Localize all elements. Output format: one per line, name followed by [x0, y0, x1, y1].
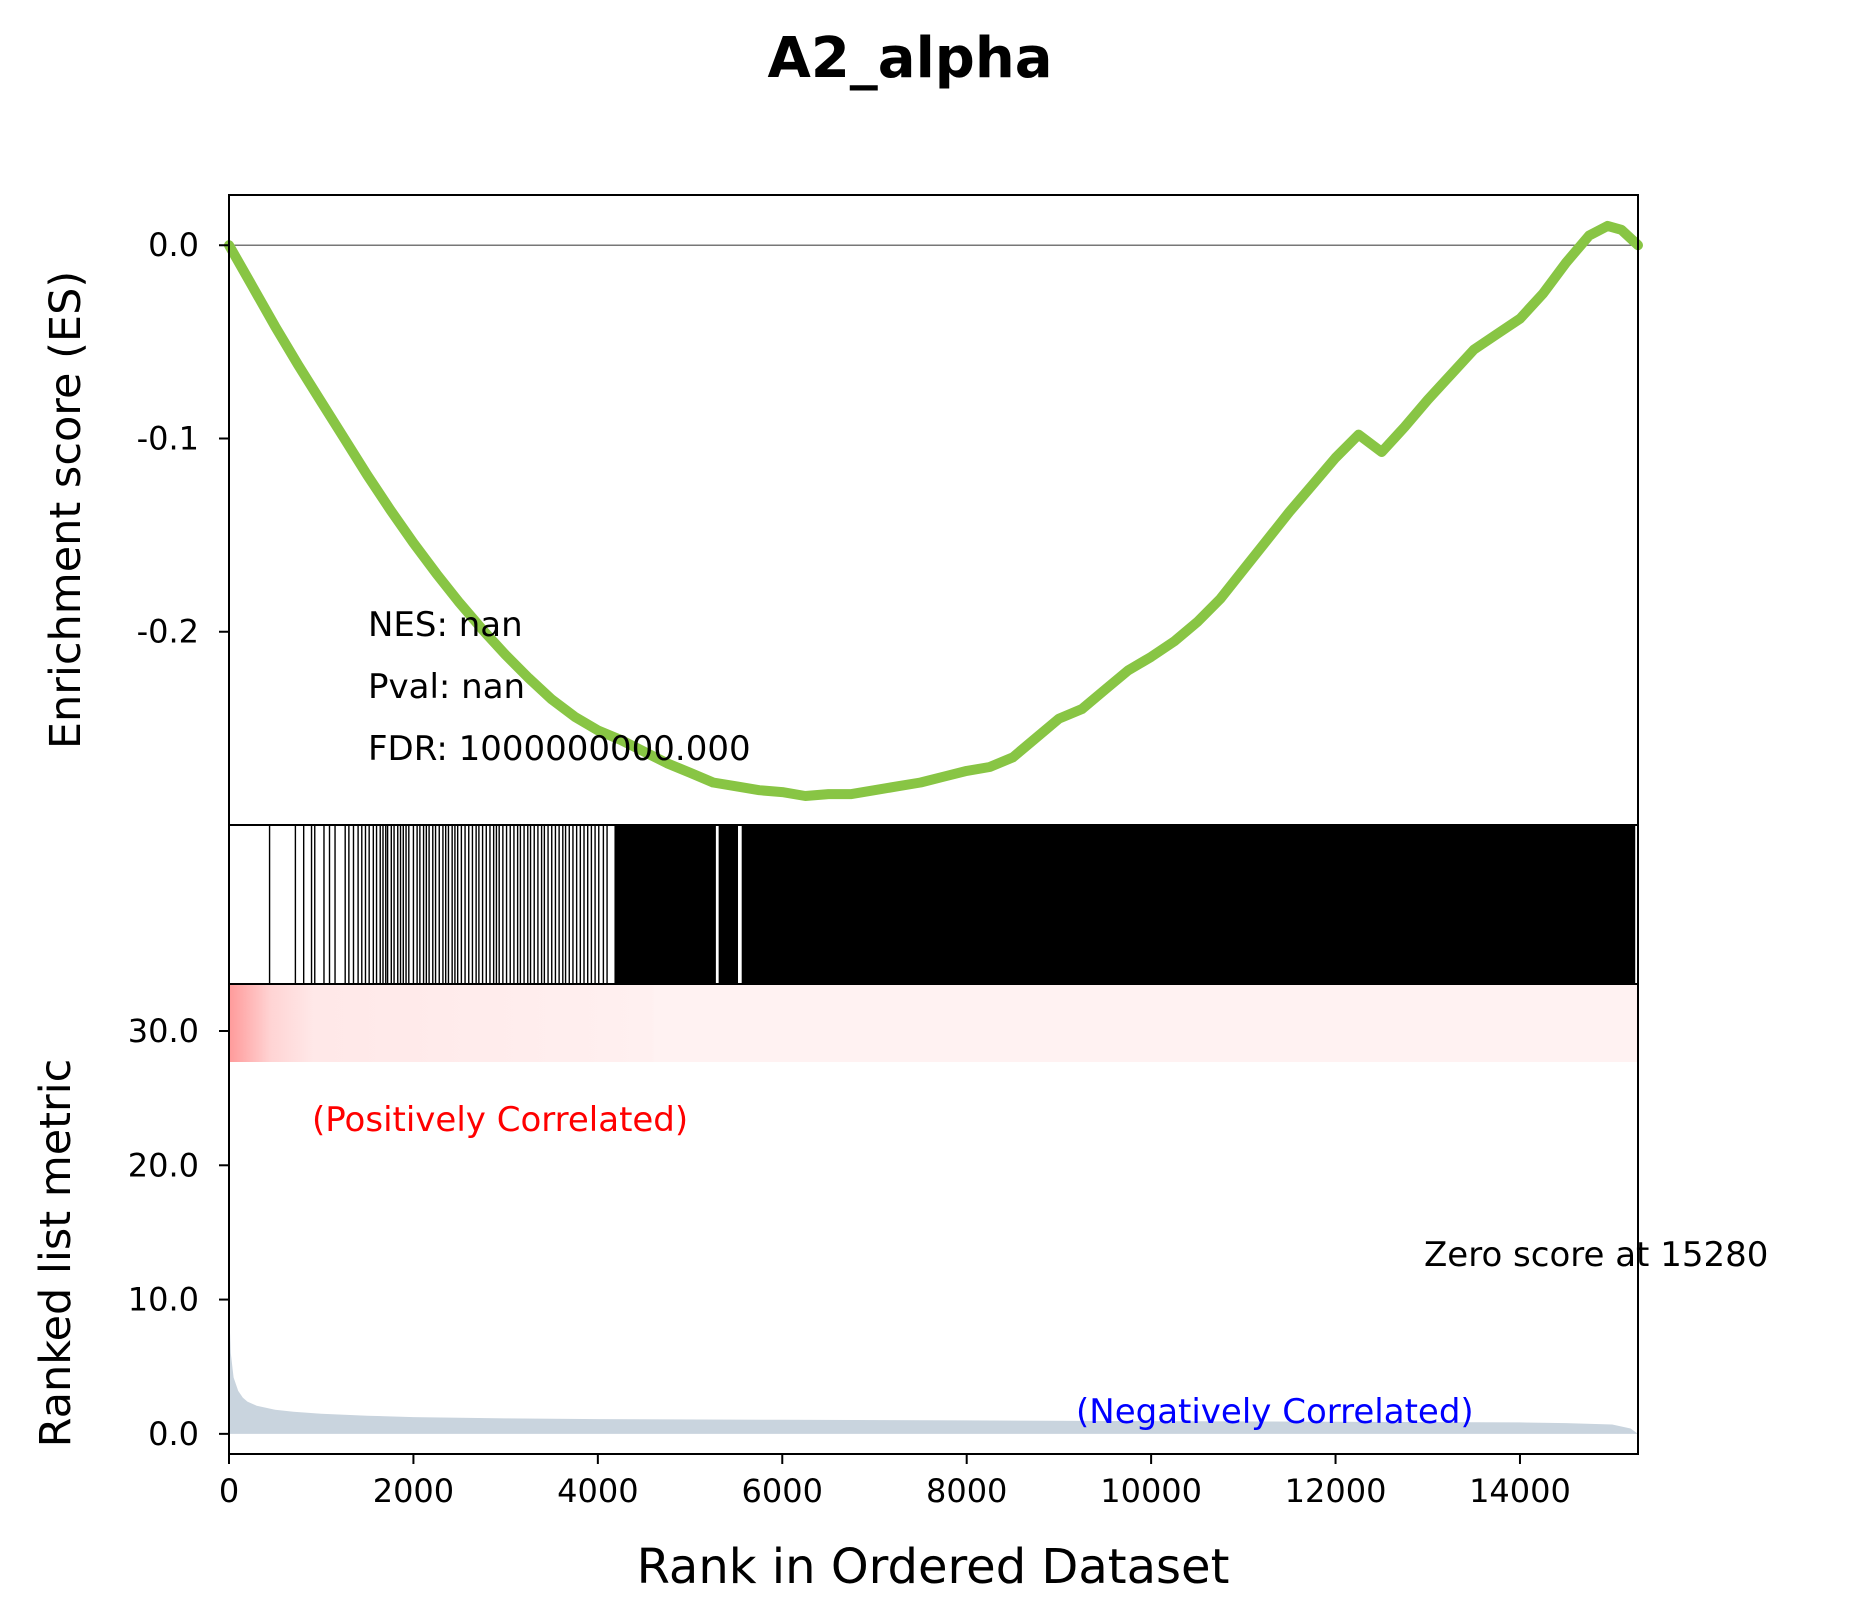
metric-panel-frame	[228, 983, 1639, 1455]
hits-panel	[228, 824, 1639, 985]
metric-area	[229, 1306, 1638, 1434]
nes-label: NES: nan	[368, 605, 523, 645]
x-tick-label: 10000	[1100, 1472, 1202, 1510]
es-y-tick-label: 0.0	[148, 226, 199, 264]
metric-y-tick-label: 20.0	[128, 1146, 199, 1184]
correlation-heatmap-band	[229, 984, 1638, 1062]
metric-y-tick-label: 10.0	[128, 1281, 199, 1319]
chart-title: A2_alpha	[767, 26, 1052, 91]
x-tick-label: 14000	[1469, 1472, 1571, 1510]
es-panel: 0.0 -0.1 -0.2 NES: nan Pval: nan FDR: 1000…	[137, 194, 1643, 826]
zero-score-label: Zero score at 15280	[1424, 1235, 1768, 1275]
negative-correlation-label: (Negatively Correlated)	[1076, 1392, 1474, 1432]
pval-label: Pval: nan	[368, 667, 525, 707]
metric-y-tick-label: 0.0	[148, 1415, 199, 1453]
metric-y-axis-label: Ranked list metric	[31, 1059, 81, 1448]
x-axis-label: Rank in Ordered Dataset	[637, 1539, 1230, 1595]
es-y-axis-label: Enrichment score (ES)	[41, 271, 91, 749]
es-curve	[224, 220, 1643, 801]
hit-dense-block	[741, 825, 1636, 984]
hit-dense-block	[718, 825, 739, 984]
fdr-label: FDR: 1000000000.000	[368, 729, 751, 769]
metric-panel: 0.0 10.0 20.0 30.0 0 2000 4000 6000 8000 10000 12…	[128, 983, 1768, 1510]
x-tick-label: 8000	[926, 1472, 1007, 1510]
es-y-tick-label: -0.2	[137, 613, 199, 651]
x-tick-label: 2000	[373, 1472, 454, 1510]
x-tick-label: 12000	[1285, 1472, 1387, 1510]
x-tick-label: 6000	[742, 1472, 823, 1510]
x-tick-label: 4000	[557, 1472, 638, 1510]
hit-dense-block	[614, 825, 716, 984]
es-y-tick-label: -0.1	[137, 419, 199, 457]
metric-y-tick-label: 30.0	[128, 1012, 199, 1050]
x-tick-label: 0	[219, 1472, 239, 1510]
positive-correlation-label: (Positively Correlated)	[312, 1100, 688, 1140]
